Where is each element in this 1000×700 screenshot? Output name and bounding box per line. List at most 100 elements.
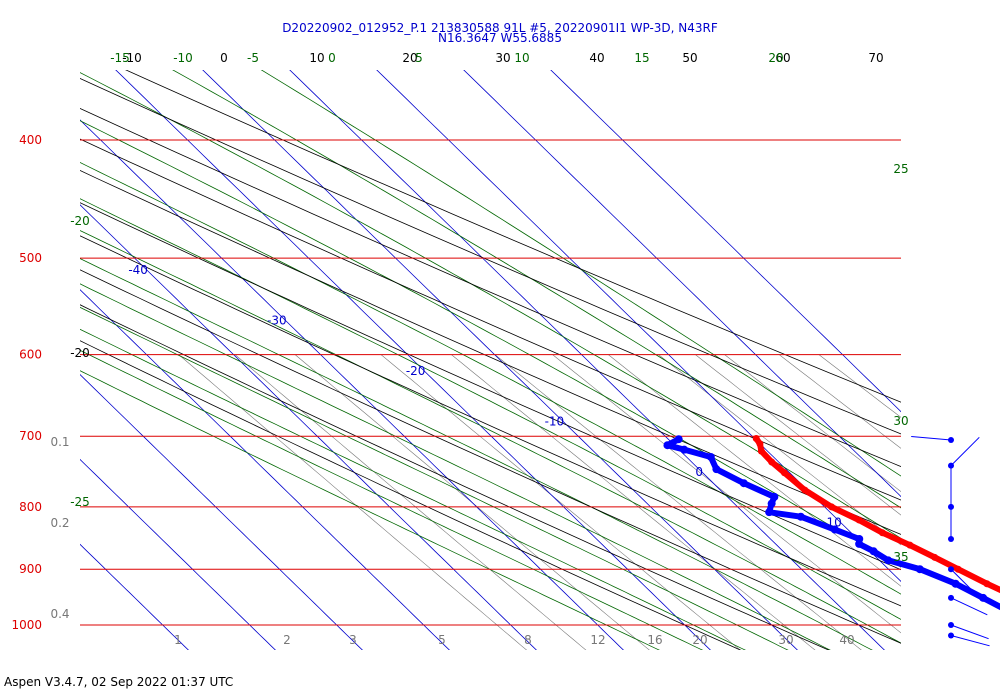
mixing-ratio-line	[178, 354, 528, 650]
dry-adiabat-line	[80, 77, 901, 435]
temperature-point	[906, 541, 914, 549]
wind-barb-shaft	[950, 436, 980, 466]
moist-adiabat-label: -20	[70, 214, 90, 228]
dry-adiabat-line	[80, 269, 901, 644]
moist-adiabat-line	[80, 306, 789, 650]
mixing-ratio-line	[234, 354, 587, 650]
mixing-ratio-label: 5	[438, 633, 446, 647]
isotherm-line	[80, 543, 189, 650]
moist-adiabat-line	[80, 230, 901, 644]
dry-adiabat-label: 40	[589, 51, 604, 65]
mixing-ratio-line	[724, 354, 901, 493]
dewpoint-point	[674, 435, 683, 444]
dewpoint-point	[869, 547, 878, 556]
isotherm-line	[80, 289, 450, 650]
mixing-ratio-label: 1	[174, 633, 182, 647]
mixing-ratio-line	[294, 354, 650, 650]
moist-adiabat-label: -5	[247, 51, 259, 65]
dry-adiabat-label: -10	[122, 51, 142, 65]
dewpoint-point	[770, 492, 779, 501]
mixing-ratio-line	[779, 354, 901, 449]
temperature-point	[878, 529, 886, 537]
dewpoint-point	[712, 465, 721, 474]
dry-adiabat-label: 20	[402, 51, 417, 65]
dewpoint-point	[765, 508, 774, 517]
moist-adiabat-label: -10	[173, 51, 193, 65]
temperature-point	[757, 447, 765, 455]
mixing-ratio-label: 8	[524, 633, 532, 647]
pressure-tick-label: 800	[19, 500, 42, 514]
moist-adiabat-label: 0	[328, 51, 336, 65]
moist-adiabat-line	[172, 70, 901, 509]
wind-barb-shaft	[950, 634, 990, 647]
moist-adiabat-line	[80, 283, 831, 650]
dewpoint-point	[915, 565, 924, 574]
dewpoint-point	[884, 556, 893, 565]
moist-adiabat-label: -25	[70, 495, 90, 509]
isotherm-line	[80, 458, 276, 650]
dry-adiabat-label: -20	[70, 346, 90, 360]
pressure-tick-label: 900	[19, 562, 42, 576]
temperature-point	[752, 434, 760, 442]
mixing-ratio-label: 30	[778, 633, 793, 647]
mixing-ratio-line	[451, 354, 816, 650]
isotherm-label: 10	[826, 516, 841, 530]
mixing-ratio-label: 16	[647, 633, 662, 647]
isotherm-label: -30	[267, 314, 287, 328]
moist-adiabat-label: 35	[893, 550, 908, 564]
dewpoint-point	[951, 579, 960, 588]
moist-adiabat-label: 25	[893, 162, 908, 176]
dry-adiabat-label: 10	[309, 51, 324, 65]
wind-barb-shaft	[911, 436, 952, 441]
dry-adiabat-label: 60	[775, 51, 790, 65]
axis-labels: 4005006007008009001000-40-30-20-10010-10…	[11, 51, 908, 647]
sounding-profiles	[663, 434, 1000, 611]
dry-adiabat-label: 50	[682, 51, 697, 65]
isotherm-line	[202, 70, 798, 650]
temperature-point	[931, 553, 939, 561]
dewpoint-point	[855, 539, 864, 548]
temperature-point	[801, 486, 809, 494]
chart-title-line1: D20220902_012952_P.1 213830588 91L #5, 2…	[282, 21, 718, 35]
mixing-ratio-line	[552, 354, 901, 634]
isotherm-label: -10	[545, 415, 565, 429]
moist-adiabat-label: 30	[893, 414, 908, 428]
isotherm-label: -20	[406, 364, 426, 378]
mixing-ratio-label: 3	[349, 633, 357, 647]
dry-adiabat-label: 70	[868, 51, 883, 65]
moist-adiabat-label: -15	[110, 51, 130, 65]
temperature-point	[954, 565, 962, 573]
chart-title-line2: N16.3647 W55.6885	[438, 31, 562, 45]
isotherm-line	[376, 70, 901, 582]
isotherm-line	[80, 374, 363, 650]
temperature-point	[756, 440, 764, 448]
isotherm-line	[115, 70, 711, 650]
isotherm-label: 0	[695, 465, 703, 479]
isotherm-line	[80, 204, 537, 650]
dewpoint-point	[739, 479, 748, 488]
pressure-tick-label: 400	[19, 133, 42, 147]
moist-adiabat-line	[80, 258, 873, 650]
dewpoint-point	[680, 445, 689, 454]
pressure-tick-label: 700	[19, 429, 42, 443]
temperature-point	[983, 580, 991, 588]
dewpoint-point	[706, 452, 715, 461]
isotherm-line	[550, 70, 901, 413]
temperature-point	[768, 458, 776, 466]
temperature-point	[855, 516, 863, 524]
moist-adiabat-line	[80, 370, 660, 650]
isotherm-line	[463, 70, 901, 498]
moist-adiabat-label: 15	[634, 51, 649, 65]
dewpoint-point	[830, 525, 839, 534]
dewpoint-point	[663, 441, 672, 450]
mixing-ratio-label: 0.2	[50, 516, 69, 530]
moist-adiabat-label: 20	[768, 51, 783, 65]
moist-adiabat-label: 10	[514, 51, 529, 65]
mixing-ratio-label: 12	[590, 633, 605, 647]
wind-barb-shaft	[950, 568, 980, 598]
mixing-ratio-label: 2	[283, 633, 291, 647]
pressure-tick-label: 1000	[11, 618, 42, 632]
dry-adiabat-label: 30	[495, 51, 510, 65]
footer-version: Aspen V3.4.7, 02 Sep 2022 01:37 UTC	[4, 675, 234, 689]
mixing-ratio-line	[608, 354, 901, 587]
